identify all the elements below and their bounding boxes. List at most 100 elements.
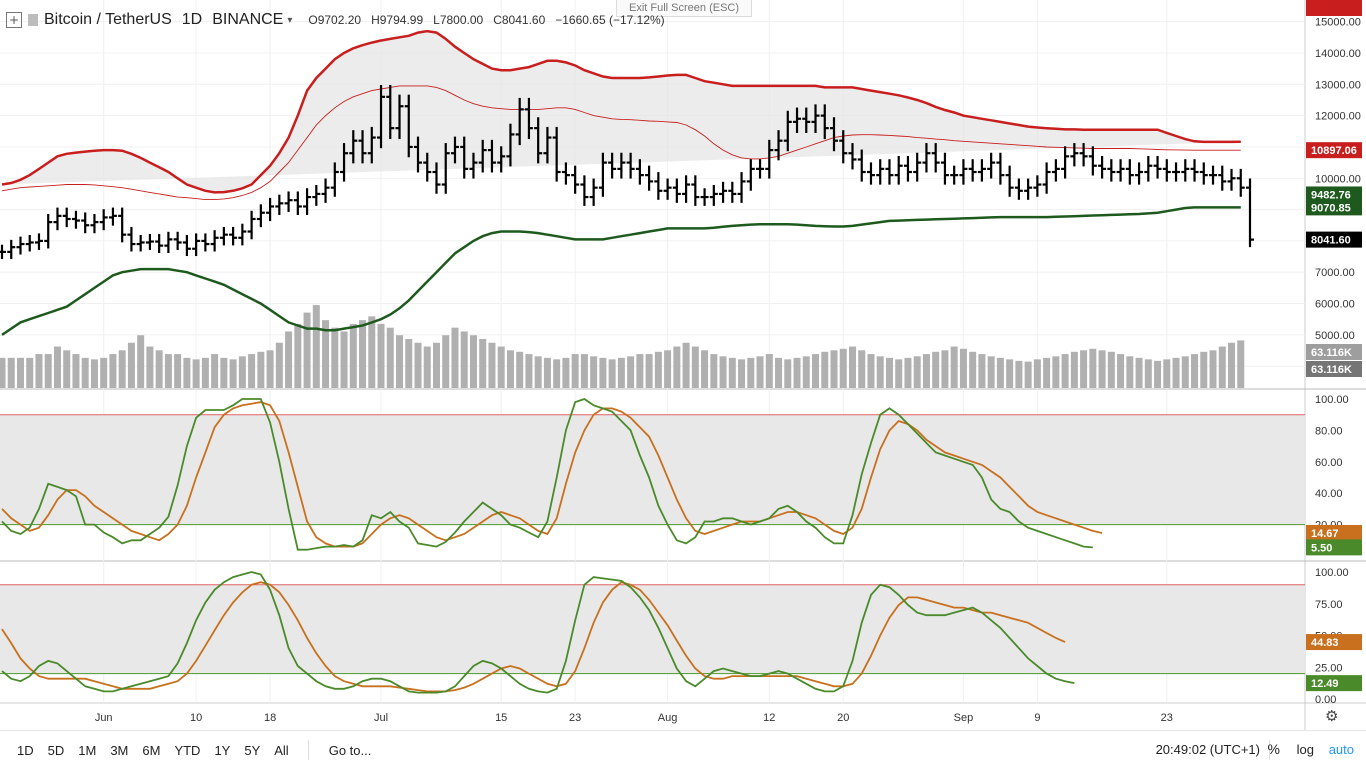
symbol-name[interactable]: Bitcoin / TetherUS [44,11,172,28]
volume-bar [719,356,727,388]
timeframe-all[interactable]: All [274,742,289,758]
stoch-rsi-2-k-line [1,571,1075,694]
utc-clock[interactable]: 20:49:02 (UTC+1) [1155,742,1260,757]
volume-bar [543,357,551,388]
volume-bar [784,359,792,388]
price-tick-label: 7000.00 [1315,267,1355,279]
plus-square-icon[interactable]: + [6,12,22,28]
symbol-interval[interactable]: 1D [181,11,203,28]
ohlc-open: O9702.20 [308,13,362,27]
time-tick-label: 9 [1034,712,1040,724]
time-tick-label: 18 [264,712,276,724]
last-price-tag-bg [1306,231,1362,248]
volume-bar [72,354,80,388]
volume-bar [553,359,561,388]
percent-scale-toggle[interactable]: % [1267,741,1280,757]
volume-bar [81,357,89,388]
volume-bar [155,350,163,388]
volume-bar [978,354,986,388]
timeframe-ytd[interactable]: YTD [174,742,201,758]
volume-bar [1107,351,1115,388]
volume-bar [627,356,635,388]
goto-date-button[interactable]: Go to... [328,742,372,758]
price-tick-label: 13000.00 [1315,79,1361,91]
time-tick-label: 23 [1161,712,1173,724]
volume-bar [1209,350,1217,388]
time-tick-label: 10 [190,712,202,724]
volume-bar [257,351,265,388]
gear-icon[interactable]: ⚙ [1325,707,1339,725]
time-tick-label: Jun [95,712,113,724]
volume-bar [275,342,283,388]
timeframe-6m[interactable]: 6M [142,742,161,758]
volume-bar [331,327,339,388]
volume-bar [608,359,616,388]
volume-bar [747,357,755,388]
bollinger-band-fill [2,31,1241,193]
volume-bar [1135,357,1143,388]
exchange-flag-icon [28,14,38,26]
timeframe-5y[interactable]: 5Y [244,742,261,758]
volume-bar [812,354,820,388]
stoch-rsi-2-k-tag: 12.49 [1311,678,1339,690]
volume-bar [266,350,274,388]
ohlc-change: −1660.65 (−17.12%) [555,13,665,27]
volume-bar [1061,354,1069,388]
time-tick-label: 23 [569,712,581,724]
time-tick-label: 15 [495,712,507,724]
price-tick-label: 14000.00 [1315,48,1361,60]
timeframe-1m[interactable]: 1M [78,742,97,758]
volume-bar [1015,360,1023,388]
volume-bar [164,354,172,388]
bb-upper-price-tag: 11166.27 [1311,0,1356,3]
volume-bar [867,354,875,388]
time-tick-label: Sep [954,712,974,724]
timeframe-3m[interactable]: 3M [110,742,129,758]
bb-lower2-price-tag-bg [1306,186,1362,203]
exit-fullscreen-button[interactable]: Exit Full Screen (ESC) [616,0,753,17]
volume-bar [775,357,783,388]
auto-scale-toggle[interactable]: auto [1328,742,1354,757]
volume-bar [682,342,690,388]
volume-bar [1006,359,1014,388]
chart-canvas[interactable]: 15000.0014000.0013000.0012000.0011000.00… [0,0,1366,730]
timeframe-1y[interactable]: 1Y [214,742,231,758]
volume-bar [793,357,801,388]
volume-bar [423,346,431,388]
volume-bar [192,359,200,388]
volume-bar [451,327,459,388]
timeframe-1d[interactable]: 1D [17,742,34,758]
volume-bar [1043,357,1051,388]
volume-bar [848,346,856,388]
bb-lower-line [1,206,1241,336]
chevron-down-icon[interactable]: ▾ [287,14,293,26]
volume-bar [1117,354,1125,388]
log-scale-toggle[interactable]: log [1296,742,1314,757]
ohlc-close: C8041.60 [493,13,546,27]
volume-bar [16,357,24,388]
bb-upper2-price-tag: 10897.06 [1311,145,1357,157]
volume-bar [996,357,1004,388]
stoch-rsi-2-d-line [1,581,1066,693]
volume-bar [63,350,71,388]
volume-bar [525,354,533,388]
volume-bar [710,354,718,388]
volume-bar [229,359,237,388]
stoch-rsi-2-tick-label: 25.00 [1315,662,1343,674]
volume-bar [1126,356,1134,388]
stoch-rsi-1-tick-label: 60.00 [1315,457,1343,469]
volume-bar [664,350,672,388]
time-tick-label: Jul [374,712,388,724]
volume-bar [1144,359,1152,388]
volume-bar [562,357,570,388]
timeframe-5d[interactable]: 5D [47,742,65,758]
volume-bar [146,346,154,388]
volume-bar [830,350,838,388]
volume-bar [109,354,117,388]
volume-bar [1080,350,1088,388]
volume-bar [201,357,209,388]
stoch-rsi-1-k-tag-bg [1306,539,1362,556]
volume-bar [932,351,940,388]
volume-bar [1024,361,1032,388]
